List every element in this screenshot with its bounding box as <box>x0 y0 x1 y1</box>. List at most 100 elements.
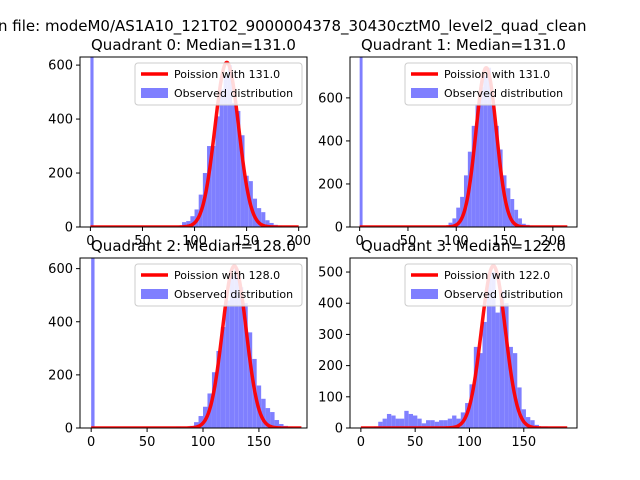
plot-area <box>89 258 303 428</box>
histogram-bar <box>234 268 239 428</box>
x-tick-label: 100 <box>457 435 482 450</box>
histogram-bar <box>382 418 387 428</box>
x-tick-label: 200 <box>286 234 311 249</box>
plot-area <box>89 57 300 227</box>
histogram-bar <box>430 420 435 428</box>
histogram-bar <box>182 222 187 227</box>
histogram-bar <box>395 418 400 428</box>
histogram-bar <box>232 102 237 227</box>
y-tick-label: 200 <box>48 167 73 182</box>
x-tick-label: 0 <box>356 234 364 249</box>
axes-frame <box>349 56 578 228</box>
histogram-bar-zero <box>90 57 94 227</box>
legend: Poission with 122.0 Observed distribution <box>404 263 573 307</box>
histogram-bar <box>456 207 461 227</box>
legend-entry-observed: Observed distribution <box>444 288 563 301</box>
histogram-bar <box>494 125 499 227</box>
y-tick-label: 0 <box>65 422 73 437</box>
histogram-bar <box>498 149 503 227</box>
histogram-bar <box>236 110 241 227</box>
histogram-bar <box>434 421 440 428</box>
plot-area <box>358 57 569 227</box>
y-tick-label: 0 <box>335 422 343 437</box>
histogram-bar <box>215 116 220 227</box>
histogram-bar-zero <box>359 57 363 227</box>
histogram-bar <box>238 287 244 428</box>
histogram-bar-zero <box>91 258 95 428</box>
histogram-bar <box>279 424 284 428</box>
axes-frame <box>349 257 578 429</box>
histogram-bar <box>378 421 383 428</box>
legend-box <box>404 62 573 106</box>
histogram-bar <box>473 346 479 428</box>
histogram-bar <box>408 413 413 428</box>
histogram-bar <box>447 418 453 428</box>
histogram-bar <box>487 67 492 227</box>
histogram-bar <box>229 276 235 428</box>
x-tick-label: 0 <box>86 234 94 249</box>
quadrant-1-panel: 0 50 100 150 200 0 200 400 600 Quadrant 1: Median… <box>318 36 578 249</box>
y-tick-label: 400 <box>48 315 73 330</box>
x-tick-label: 150 <box>492 234 517 249</box>
y-tick-label: 200 <box>318 177 343 192</box>
y-tick-label: 600 <box>318 91 343 106</box>
y-tick-label: 0 <box>65 221 73 236</box>
subplot-title: Quadrant 2: Median=128.0 <box>91 237 296 255</box>
x-tick-label: 50 <box>134 234 151 249</box>
histogram-bar <box>491 104 495 227</box>
histogram-bar <box>491 272 496 428</box>
y-tick-label: 600 <box>48 262 73 277</box>
histogram-bar <box>471 125 476 227</box>
poisson-fit-line <box>89 264 303 428</box>
histogram-bar <box>426 420 431 428</box>
histogram-bar <box>198 416 204 428</box>
y-tick-label: 400 <box>318 297 343 312</box>
axes-frame <box>79 257 308 429</box>
legend: Poission with 131.0 Observed distribution <box>134 62 303 106</box>
legend-hist-swatch <box>411 289 438 299</box>
histogram-bar <box>499 290 505 428</box>
x-tick-label: 150 <box>234 234 259 249</box>
legend: Poission with 128.0 Observed distribution <box>134 263 303 307</box>
x-tick-label: 0 <box>87 435 95 450</box>
histogram-bar <box>194 422 199 428</box>
histogram-bar <box>247 332 253 428</box>
histogram-bar <box>190 216 195 227</box>
x-tick-label: 100 <box>191 435 216 450</box>
y-tick-label: 400 <box>318 134 343 149</box>
histogram-bar <box>482 321 487 428</box>
histogram-bar <box>207 146 212 227</box>
histogram-bar <box>386 413 392 428</box>
x-tick-label: 200 <box>540 234 565 249</box>
x-tick-label: 50 <box>139 435 156 450</box>
y-tick-label: 200 <box>48 368 73 383</box>
y-tick-label: 200 <box>318 359 343 374</box>
histogram-bar <box>265 408 271 428</box>
histogram-bar <box>227 65 233 227</box>
histogram-bar <box>417 418 422 428</box>
legend-entry-observed: Observed distribution <box>444 87 563 100</box>
legend-box <box>134 263 303 307</box>
x-tick-label: 150 <box>511 435 536 450</box>
legend: Poission with 131.0 Observed distribution <box>404 62 573 106</box>
histogram-bar <box>508 346 513 428</box>
histogram-bar <box>243 303 248 428</box>
histogram-bar <box>216 350 221 428</box>
histogram-bar <box>452 415 457 428</box>
histogram-bar <box>219 89 224 227</box>
histogram-bar <box>223 75 228 227</box>
histogram-bar <box>265 220 270 227</box>
quadrant-2-panel: 0 50 100 150 0 200 400 600 Quadrant 2: Median=12… <box>48 237 308 450</box>
poisson-fit-line <box>359 264 569 428</box>
y-tick-label: 500 <box>318 266 343 281</box>
histogram-bar <box>412 415 418 428</box>
histogram-bar <box>399 418 405 428</box>
histogram-bar <box>483 76 488 227</box>
histogram-bar <box>469 384 474 428</box>
histogram-bar <box>525 417 531 428</box>
histogram-bar <box>486 278 492 428</box>
histogram-bar <box>391 415 396 428</box>
quadrant-0-panel: 0 50 100 150 200 0 200 400 600 Quadrant 0: Median… <box>48 36 311 249</box>
histogram-bar <box>261 212 266 227</box>
